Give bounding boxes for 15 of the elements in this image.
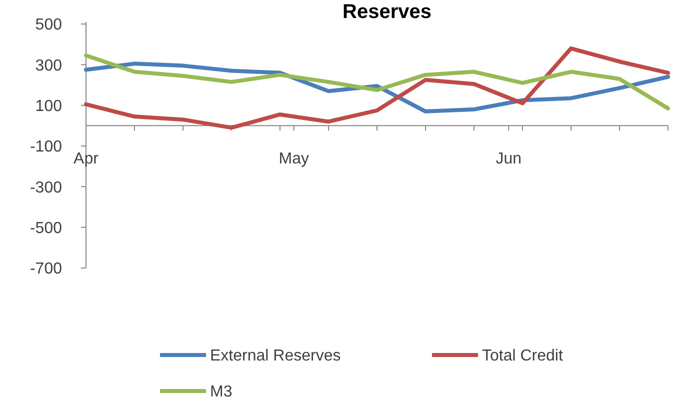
y-tick-label: -500	[30, 220, 62, 237]
line-series	[84, 54, 670, 110]
line-series	[84, 46, 670, 130]
y-tick-label: 500	[35, 16, 62, 34]
y-tick-label: 100	[35, 98, 62, 115]
y-tick-label: -700	[30, 260, 62, 278]
y-tick-label: -300	[30, 179, 62, 196]
legend-label: External Reserves	[210, 348, 341, 365]
legend-label: M3	[210, 384, 232, 401]
y-tick-label: 300	[35, 57, 62, 74]
chart-title: Reserves	[342, 1, 432, 23]
legend-label: Total Credit	[482, 348, 564, 365]
x-tick-label: May	[278, 150, 309, 168]
x-tick-label: Jun	[496, 150, 522, 168]
y-tick-label: -100	[30, 138, 62, 156]
